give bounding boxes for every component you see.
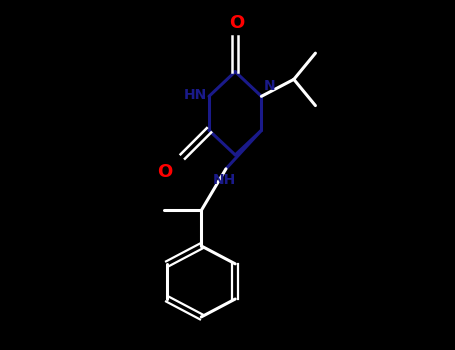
Text: N: N (264, 79, 276, 93)
Text: O: O (229, 14, 244, 32)
Text: NH: NH (213, 174, 236, 188)
Text: HN: HN (184, 88, 207, 102)
Text: O: O (157, 163, 172, 181)
